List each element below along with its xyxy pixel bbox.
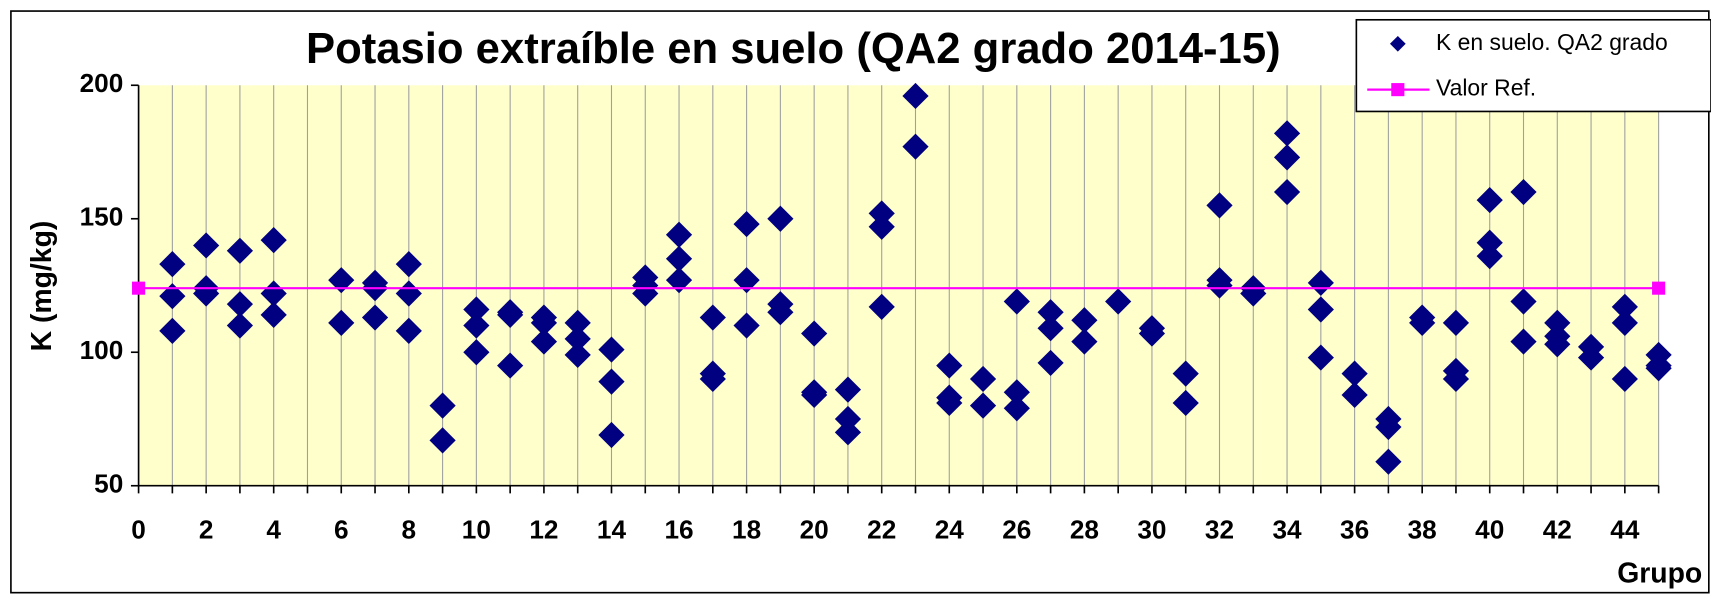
data-point bbox=[1037, 315, 1064, 342]
x-tick-label: 24 bbox=[935, 514, 965, 544]
data-point bbox=[1273, 178, 1301, 206]
data-point bbox=[1611, 365, 1638, 393]
x-tick-label: 44 bbox=[1610, 514, 1640, 544]
data-point bbox=[1172, 360, 1199, 387]
data-point bbox=[632, 280, 659, 307]
legend-box bbox=[1355, 18, 1711, 113]
x-tick-label: 20 bbox=[800, 514, 829, 544]
data-point bbox=[1544, 309, 1571, 336]
data-point bbox=[1645, 355, 1672, 382]
data-point bbox=[1138, 320, 1166, 347]
y-tick-label: 50 bbox=[94, 469, 123, 499]
data-point bbox=[1003, 395, 1030, 422]
data-point bbox=[530, 328, 558, 355]
x-tick-label: 14 bbox=[597, 514, 627, 544]
legend-label: K en suelo. QA2 grado bbox=[1436, 29, 1668, 55]
legend-label: Valor Ref. bbox=[1436, 75, 1536, 101]
data-point bbox=[260, 227, 287, 254]
plot-area bbox=[138, 85, 1659, 486]
data-point bbox=[395, 251, 422, 278]
x-tick-label: 2 bbox=[199, 514, 214, 544]
data-point bbox=[1071, 307, 1098, 334]
x-tick-label: 6 bbox=[334, 514, 349, 544]
data-point bbox=[463, 312, 490, 339]
data-point bbox=[1442, 365, 1470, 393]
data-point bbox=[1476, 243, 1503, 270]
x-tick-label: 42 bbox=[1543, 514, 1572, 544]
x-tick-label: 38 bbox=[1408, 514, 1437, 544]
data-point bbox=[1307, 344, 1334, 371]
y-tick-label: 100 bbox=[80, 335, 124, 365]
data-point bbox=[902, 82, 929, 110]
data-point bbox=[260, 301, 287, 328]
legend-marker bbox=[1391, 83, 1405, 97]
data-point bbox=[1071, 328, 1098, 355]
data-point bbox=[1611, 293, 1638, 320]
data-point bbox=[699, 365, 726, 393]
x-tick-label: 22 bbox=[867, 514, 896, 544]
data-point bbox=[226, 291, 254, 318]
reference-point bbox=[132, 281, 146, 295]
data-point bbox=[936, 389, 963, 417]
x-tick-label: 4 bbox=[266, 514, 281, 544]
x-tick-label: 32 bbox=[1205, 514, 1234, 544]
x-tick-label: 30 bbox=[1137, 514, 1166, 544]
data-point bbox=[463, 339, 490, 366]
data-point bbox=[1206, 272, 1233, 299]
data-point bbox=[1273, 144, 1301, 171]
data-point bbox=[767, 205, 794, 232]
x-tick-label: 18 bbox=[732, 514, 761, 544]
data-point bbox=[1273, 120, 1301, 147]
data-point bbox=[193, 280, 220, 307]
x-tick-label: 10 bbox=[462, 514, 491, 544]
x-tick-label: 12 bbox=[529, 514, 558, 544]
data-point bbox=[1341, 381, 1368, 409]
chart-title: Potasio extraíble en suelo (QA2 grado 20… bbox=[306, 24, 1281, 73]
data-point bbox=[1375, 413, 1402, 441]
data-point bbox=[159, 251, 186, 278]
data-point bbox=[530, 309, 558, 336]
data-point bbox=[260, 280, 287, 307]
data-point bbox=[1206, 192, 1233, 219]
data-point bbox=[1476, 229, 1503, 256]
x-tick-label: 28 bbox=[1070, 514, 1099, 544]
data-point bbox=[902, 133, 929, 160]
reference-point bbox=[1652, 281, 1666, 295]
x-axis-label: Grupo bbox=[1617, 558, 1702, 590]
data-point bbox=[733, 312, 760, 339]
data-point bbox=[733, 210, 760, 238]
data-point bbox=[226, 312, 254, 339]
x-tick-label: 8 bbox=[402, 514, 417, 544]
data-point bbox=[1341, 360, 1368, 387]
x-tick-label: 26 bbox=[1002, 514, 1031, 544]
y-tick-label: 150 bbox=[80, 202, 124, 232]
data-point bbox=[1611, 309, 1638, 336]
data-point bbox=[665, 221, 693, 248]
data-point bbox=[1240, 280, 1267, 307]
y-axis-label: K (mg/kg) bbox=[26, 221, 58, 352]
y-tick-label: 200 bbox=[80, 68, 124, 98]
x-tick-label: 36 bbox=[1340, 514, 1369, 544]
x-tick-label: 40 bbox=[1475, 514, 1504, 544]
data-point bbox=[1442, 309, 1470, 336]
data-point bbox=[1476, 186, 1503, 214]
data-point bbox=[1409, 309, 1436, 336]
data-point bbox=[1544, 331, 1571, 358]
x-tick-label: 16 bbox=[664, 514, 693, 544]
data-point bbox=[767, 299, 794, 326]
data-point bbox=[665, 245, 693, 272]
data-point bbox=[1037, 349, 1064, 377]
data-point bbox=[395, 280, 422, 307]
data-point bbox=[193, 232, 220, 259]
x-tick-label: 0 bbox=[131, 514, 146, 544]
data-point bbox=[1307, 269, 1334, 296]
data-point bbox=[1172, 389, 1199, 417]
data-point bbox=[1003, 379, 1030, 406]
data-point bbox=[1037, 299, 1064, 326]
x-tick-label: 34 bbox=[1272, 514, 1302, 544]
data-point bbox=[936, 352, 963, 379]
